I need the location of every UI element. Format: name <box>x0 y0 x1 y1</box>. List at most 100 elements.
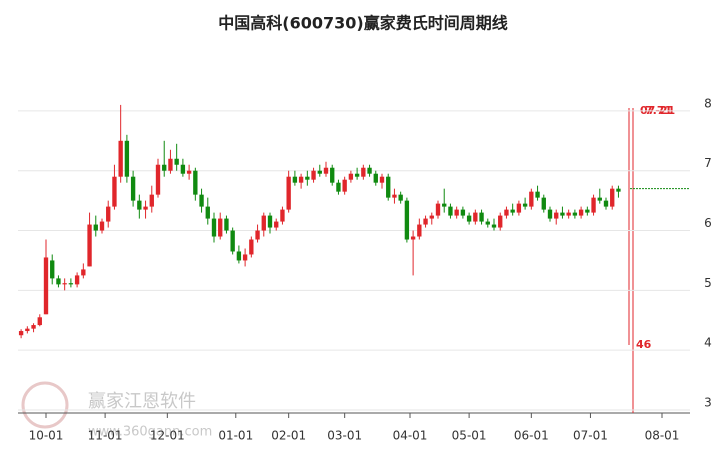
candle-body <box>280 209 285 222</box>
watermark-url: www.360gann.com <box>88 425 212 440</box>
candle-body <box>566 212 571 216</box>
candle-body <box>491 224 497 228</box>
candle-body <box>585 209 590 213</box>
candle-body <box>137 200 142 210</box>
candle-body <box>498 215 503 228</box>
x-tick-label: 06-01 <box>514 429 549 443</box>
candle-body <box>99 221 105 231</box>
candle-body <box>267 215 273 228</box>
candle-body <box>162 164 167 171</box>
candle-body <box>616 188 621 192</box>
candle-body <box>199 194 204 207</box>
candle-body <box>168 158 173 171</box>
candle-body <box>423 218 428 225</box>
candle-body <box>342 179 347 192</box>
candle-body <box>174 158 179 165</box>
candle-body <box>274 221 279 228</box>
candle-body <box>373 173 378 183</box>
candle-body <box>255 230 260 240</box>
candle-body <box>205 206 210 219</box>
candle-body <box>317 170 322 174</box>
candle-body <box>74 275 80 285</box>
candle-body <box>454 209 459 216</box>
x-tick-label: 12-01 <box>150 429 185 443</box>
candle-body <box>479 212 484 222</box>
candle-body <box>386 176 391 198</box>
candle-body <box>249 239 254 255</box>
candle-body <box>597 197 602 201</box>
watermark-text: 赢家江恩软件 <box>88 390 196 412</box>
candle-body <box>535 191 540 198</box>
candle-body <box>112 176 117 207</box>
x-tick-label: 02-01 <box>271 429 306 443</box>
candle-body <box>305 176 310 180</box>
candle-body <box>18 331 24 336</box>
candle-body <box>81 269 86 276</box>
candle-body <box>242 254 248 261</box>
candle-body <box>460 209 466 216</box>
candle-body <box>25 328 30 332</box>
candle-body <box>448 206 453 216</box>
candle-body <box>392 194 397 198</box>
candle-body <box>510 209 515 213</box>
candle-body <box>367 167 372 174</box>
candle-body <box>504 209 509 216</box>
candle-body <box>572 212 578 216</box>
x-tick-label: 07-01 <box>573 429 608 443</box>
y-tick-label: 3 <box>704 396 712 410</box>
candle-body <box>578 209 584 216</box>
candle-body <box>68 283 74 285</box>
candle-body <box>398 194 403 201</box>
x-tick-label: 01-01 <box>218 429 253 443</box>
candle-body <box>298 176 304 183</box>
candle-body <box>435 203 441 216</box>
candle-body <box>149 194 154 207</box>
candle-body <box>361 167 366 177</box>
candle-body <box>379 176 385 183</box>
candle-body <box>155 164 161 195</box>
candle-body <box>130 176 136 201</box>
candle-body <box>466 215 472 222</box>
candle-body <box>224 218 229 231</box>
candle-body <box>554 212 559 219</box>
watermark-logo <box>21 381 69 429</box>
y-tick-label: 6 <box>704 216 712 230</box>
candle-body <box>230 230 235 252</box>
candle-body <box>218 218 223 237</box>
candle-body <box>193 170 198 195</box>
candle-body <box>442 203 447 207</box>
candle-body <box>516 203 522 213</box>
candle-body <box>292 176 298 183</box>
watermark: 赢家江恩软件 www.360gann.com <box>21 381 212 440</box>
candle-body <box>485 221 490 225</box>
candle-body <box>603 200 609 207</box>
candle-body <box>547 209 553 219</box>
candle-body <box>50 260 55 279</box>
candle-body <box>429 215 434 219</box>
x-tick-label: 03-01 <box>327 429 362 443</box>
candle-body <box>106 206 111 222</box>
candle-body <box>124 140 130 177</box>
x-tick-label: 11-01 <box>88 429 123 443</box>
candle-body <box>118 140 123 177</box>
candle-body <box>473 212 478 222</box>
candle-body <box>417 224 422 237</box>
x-tick-label: 05-01 <box>452 429 487 443</box>
x-tick-label: 10-01 <box>29 429 64 443</box>
candle-body <box>529 191 534 207</box>
candle-body <box>211 218 217 237</box>
candle-body <box>286 176 291 210</box>
candle-body <box>236 251 242 261</box>
annotation: 46 <box>636 338 652 351</box>
candle-body <box>404 200 410 240</box>
x-tick-label: 08-01 <box>645 429 680 443</box>
candle-body <box>541 197 546 210</box>
candle-body <box>610 188 615 207</box>
candle-body <box>37 317 42 326</box>
candle-body <box>143 206 148 210</box>
x-tick-label: 04-01 <box>393 429 428 443</box>
candle-body <box>522 203 528 207</box>
y-tick-label: 7 <box>704 156 712 170</box>
candle-body <box>410 236 416 240</box>
